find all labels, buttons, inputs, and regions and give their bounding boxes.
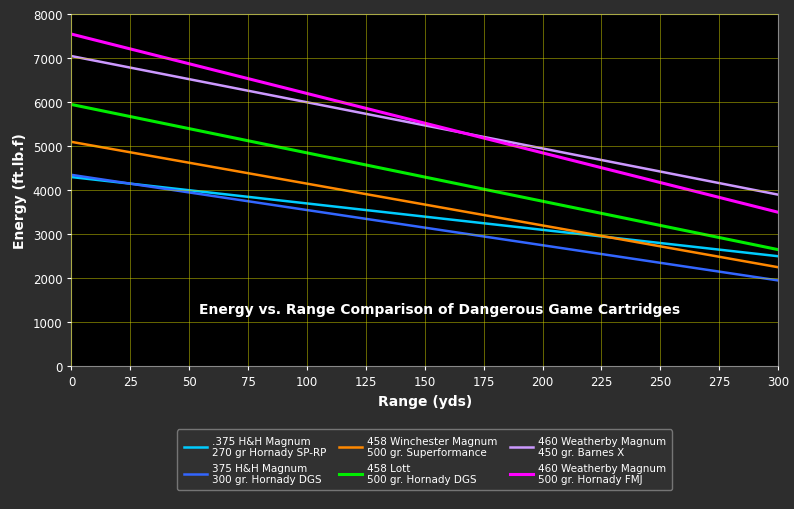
- X-axis label: Range (yds): Range (yds): [378, 394, 472, 408]
- Legend: .375 H&H Magnum
270 gr Hornady SP-RP, 375 H&H Magnum
300 gr. Hornady DGS, 458 Wi: .375 H&H Magnum 270 gr Hornady SP-RP, 37…: [177, 430, 673, 490]
- Text: Energy vs. Range Comparison of Dangerous Game Cartridges: Energy vs. Range Comparison of Dangerous…: [198, 302, 680, 316]
- Y-axis label: Energy (ft.lb.f): Energy (ft.lb.f): [13, 133, 27, 249]
